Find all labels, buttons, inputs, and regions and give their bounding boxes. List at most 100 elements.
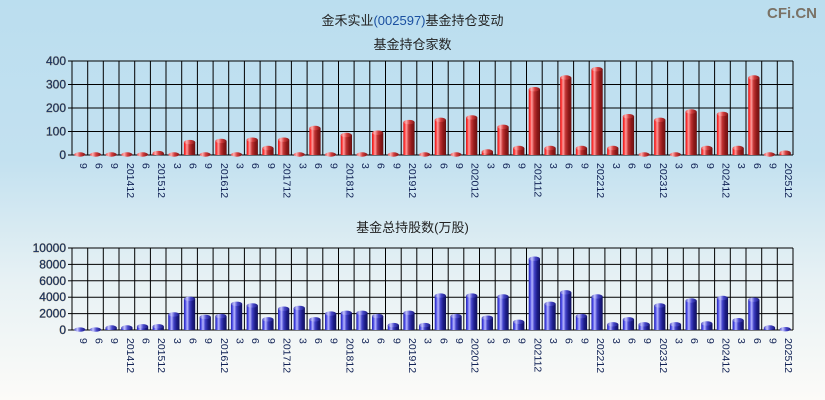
svg-text:200: 200 (46, 101, 66, 115)
svg-text:6: 6 (500, 163, 512, 169)
svg-text:9: 9 (767, 338, 779, 344)
svg-text:202012: 202012 (469, 338, 481, 373)
svg-text:6: 6 (187, 338, 199, 344)
svg-text:9: 9 (202, 338, 214, 344)
svg-text:9: 9 (328, 338, 340, 344)
svg-text:3: 3 (484, 163, 496, 169)
svg-text:6: 6 (140, 163, 152, 169)
svg-text:9: 9 (265, 338, 277, 344)
svg-text:3: 3 (359, 338, 371, 344)
svg-text:9: 9 (390, 338, 402, 344)
svg-text:202212: 202212 (594, 163, 606, 198)
svg-text:9: 9 (390, 163, 402, 169)
svg-text:3: 3 (735, 163, 747, 169)
svg-text:9: 9 (328, 163, 340, 169)
svg-text:201412: 201412 (124, 338, 136, 373)
svg-text:6: 6 (437, 338, 449, 344)
svg-text:0: 0 (59, 323, 66, 337)
svg-text:10000: 10000 (33, 241, 67, 255)
svg-text:0: 0 (59, 148, 66, 162)
svg-text:6: 6 (563, 163, 575, 169)
svg-text:201612: 201612 (218, 163, 230, 198)
svg-text:202112: 202112 (531, 338, 543, 372)
svg-text:3: 3 (610, 338, 622, 344)
svg-text:3: 3 (672, 163, 684, 169)
svg-text:9: 9 (77, 163, 89, 169)
svg-text:3: 3 (422, 163, 434, 169)
svg-text:9: 9 (767, 163, 779, 169)
svg-text:6: 6 (625, 338, 637, 344)
svg-text:202112: 202112 (531, 163, 543, 197)
svg-text:202412: 202412 (720, 163, 732, 198)
svg-text:6: 6 (500, 338, 512, 344)
svg-text:202512: 202512 (782, 338, 794, 373)
svg-text:2000: 2000 (39, 307, 66, 321)
svg-text:9: 9 (641, 338, 653, 344)
svg-text:6: 6 (751, 163, 763, 169)
svg-text:9: 9 (641, 163, 653, 169)
svg-text:3: 3 (547, 338, 559, 344)
svg-text:202012: 202012 (469, 163, 481, 198)
svg-text:202412: 202412 (720, 338, 732, 373)
svg-text:3: 3 (296, 338, 308, 344)
svg-text:9: 9 (453, 338, 465, 344)
svg-text:3: 3 (672, 338, 684, 344)
svg-text:6: 6 (140, 338, 152, 344)
svg-text:6: 6 (93, 163, 105, 169)
svg-text:201812: 201812 (343, 338, 355, 373)
svg-text:3: 3 (296, 163, 308, 169)
svg-text:400: 400 (46, 54, 66, 68)
svg-text:300: 300 (46, 78, 66, 92)
svg-text:6: 6 (625, 163, 637, 169)
svg-text:4000: 4000 (39, 290, 66, 304)
svg-text:6: 6 (249, 163, 261, 169)
svg-text:9: 9 (578, 338, 590, 344)
svg-text:6: 6 (93, 338, 105, 344)
svg-text:6: 6 (187, 163, 199, 169)
svg-text:6: 6 (563, 338, 575, 344)
svg-text:8000: 8000 (39, 257, 66, 271)
svg-text:3: 3 (234, 338, 246, 344)
svg-text:9: 9 (516, 163, 528, 169)
svg-text:3: 3 (171, 338, 183, 344)
svg-text:9: 9 (108, 163, 120, 169)
svg-text:3: 3 (359, 163, 371, 169)
svg-text:9: 9 (578, 163, 590, 169)
svg-text:3: 3 (735, 338, 747, 344)
svg-text:3: 3 (610, 163, 622, 169)
svg-text:6000: 6000 (39, 274, 66, 288)
svg-text:202212: 202212 (594, 338, 606, 373)
svg-text:9: 9 (265, 163, 277, 169)
svg-text:201912: 201912 (406, 163, 418, 198)
svg-text:3: 3 (484, 338, 496, 344)
svg-text:6: 6 (688, 338, 700, 344)
svg-text:9: 9 (704, 338, 716, 344)
svg-text:9: 9 (108, 338, 120, 344)
svg-text:3: 3 (422, 338, 434, 344)
svg-text:9: 9 (453, 163, 465, 169)
svg-text:3: 3 (547, 163, 559, 169)
svg-text:9: 9 (704, 163, 716, 169)
svg-text:201712: 201712 (281, 338, 293, 373)
svg-text:6: 6 (375, 163, 387, 169)
svg-text:202512: 202512 (782, 163, 794, 198)
svg-text:9: 9 (202, 163, 214, 169)
svg-text:201612: 201612 (218, 338, 230, 373)
svg-text:6: 6 (312, 338, 324, 344)
svg-text:202312: 202312 (657, 163, 669, 198)
svg-text:3: 3 (234, 163, 246, 169)
svg-text:6: 6 (688, 163, 700, 169)
svg-text:6: 6 (375, 338, 387, 344)
svg-text:201412: 201412 (124, 163, 136, 198)
svg-text:6: 6 (437, 163, 449, 169)
svg-text:201512: 201512 (155, 338, 167, 373)
svg-text:201812: 201812 (343, 163, 355, 198)
svg-text:6: 6 (249, 338, 261, 344)
svg-text:201512: 201512 (155, 163, 167, 198)
svg-text:100: 100 (46, 125, 66, 139)
svg-text:3: 3 (171, 163, 183, 169)
svg-text:9: 9 (77, 338, 89, 344)
svg-text:9: 9 (516, 338, 528, 344)
svg-text:201912: 201912 (406, 338, 418, 373)
svg-text:6: 6 (312, 163, 324, 169)
